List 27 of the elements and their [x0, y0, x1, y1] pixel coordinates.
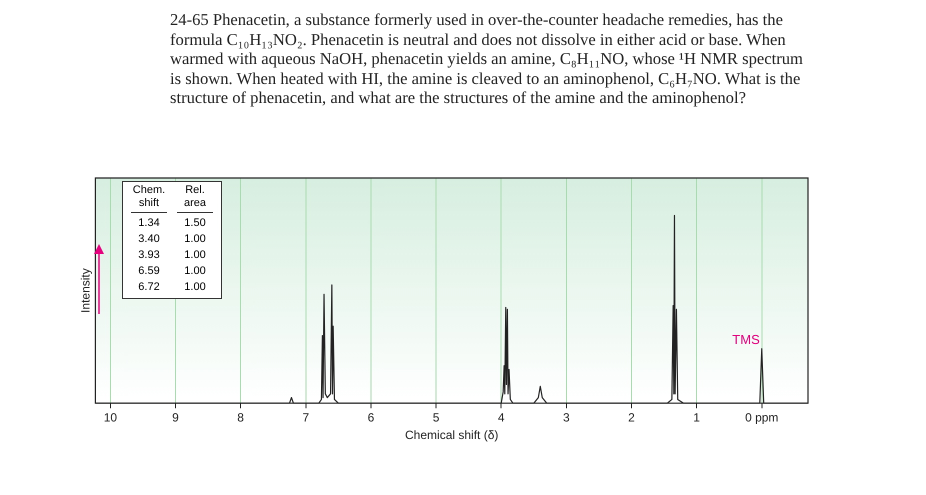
text: Chem. shift	[131, 184, 167, 213]
annotation: 1.00	[183, 248, 207, 263]
x-tick-label: 2	[628, 410, 636, 425]
x-tick-label: 10	[104, 410, 118, 425]
annotation: 3.40	[137, 232, 161, 247]
y-axis-title: Intensity	[78, 268, 93, 313]
x-axis-title: Chemical shift (δ)	[405, 428, 498, 442]
x-tick-label: 1	[693, 410, 700, 425]
text: Rel. area	[177, 184, 213, 213]
x-tick-label: 0 ppm	[745, 410, 778, 425]
x-tick-label: 6	[368, 410, 375, 425]
x-tick-label: 8	[237, 410, 244, 425]
x-tick-label: 4	[498, 410, 505, 425]
annotation: TMS	[732, 332, 760, 347]
x-tick-label: 3	[563, 410, 570, 425]
annotation: 1.00	[183, 280, 207, 295]
annotation: 1.50	[183, 216, 207, 231]
x-tick-label: 5	[432, 410, 440, 425]
annotation: 1.00	[183, 264, 207, 279]
annotation: 6.72	[137, 280, 161, 295]
chart-title: 24-65 Phenacetin, a substance formerly used in over-the-counter headache remedies, has the formula C₁₀H₁₃NO₂. Phenacetin is neutral and does not dissolve in either acid or base. When warmed with aqueous NaOH, phenacetin yields an amine, C₈H₁₁NO, whose ¹H NMR spectrum is shown. When heated with HI, the amine is cleaved to an aminophenol, C₆H₇NO. What is the structure of phenacetin, and what are the structures of the amine and the aminophenol?	[170, 10, 804, 108]
annotation: 3.93	[137, 248, 161, 263]
annotation: 6.59	[137, 264, 161, 279]
annotation: 1.34	[137, 216, 161, 231]
x-tick-label: 9	[172, 410, 180, 425]
annotation: 1.00	[183, 232, 207, 247]
x-tick-label: 7	[302, 410, 310, 425]
